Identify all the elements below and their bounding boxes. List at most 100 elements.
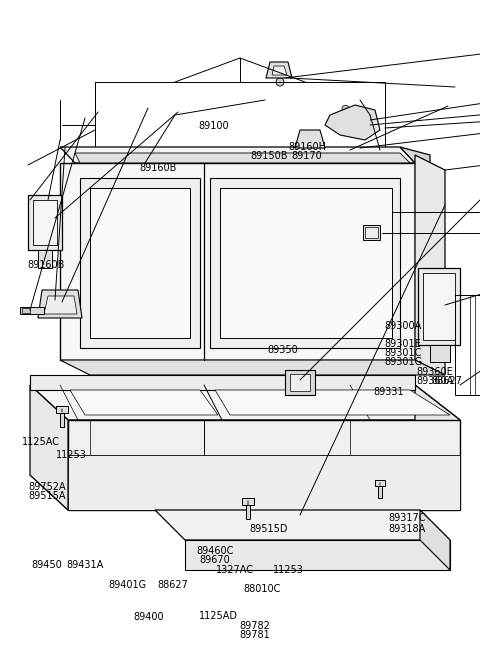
Polygon shape [38, 290, 82, 318]
Text: 89782: 89782 [239, 621, 270, 631]
Polygon shape [185, 540, 450, 570]
Polygon shape [70, 390, 218, 415]
Text: 88627: 88627 [431, 376, 462, 386]
Ellipse shape [360, 208, 380, 217]
Circle shape [436, 296, 444, 304]
Circle shape [174, 152, 182, 160]
Text: 89331: 89331 [373, 386, 404, 397]
Text: 89401G: 89401G [108, 580, 146, 590]
Polygon shape [418, 268, 460, 345]
Polygon shape [30, 375, 415, 390]
Polygon shape [375, 480, 385, 486]
Polygon shape [400, 147, 430, 175]
Polygon shape [44, 296, 77, 314]
Circle shape [41, 234, 49, 242]
Circle shape [364, 117, 372, 124]
Polygon shape [220, 188, 392, 338]
Polygon shape [20, 307, 44, 314]
Text: 89160H: 89160H [288, 141, 326, 152]
Polygon shape [90, 188, 190, 338]
Polygon shape [33, 200, 57, 245]
Polygon shape [30, 475, 460, 510]
Circle shape [91, 152, 99, 160]
Polygon shape [210, 178, 400, 348]
Circle shape [41, 206, 49, 214]
Polygon shape [80, 178, 200, 348]
Text: 89160B: 89160B [27, 260, 64, 271]
Circle shape [376, 152, 384, 160]
Text: 89318A: 89318A [389, 524, 426, 534]
Text: 89781: 89781 [239, 630, 270, 641]
Circle shape [436, 314, 444, 322]
Polygon shape [430, 345, 450, 362]
Text: 89400: 89400 [133, 612, 164, 622]
Circle shape [226, 152, 234, 160]
Text: 89170: 89170 [292, 151, 323, 161]
Polygon shape [363, 225, 380, 240]
Circle shape [436, 326, 444, 334]
Polygon shape [285, 370, 315, 395]
Text: 89450: 89450 [32, 559, 62, 570]
Polygon shape [290, 374, 310, 391]
Polygon shape [266, 62, 292, 78]
Text: 1327AC: 1327AC [216, 565, 254, 575]
Circle shape [342, 105, 349, 112]
Text: 1125AC: 1125AC [22, 437, 60, 447]
Text: 89301G: 89301G [384, 357, 422, 367]
Text: 89752A: 89752A [29, 481, 66, 492]
Text: 89515A: 89515A [29, 491, 66, 501]
Polygon shape [30, 385, 460, 420]
Polygon shape [246, 505, 250, 519]
Circle shape [276, 78, 284, 86]
Polygon shape [272, 66, 287, 75]
Text: 11253: 11253 [56, 449, 86, 460]
Circle shape [316, 152, 324, 160]
Text: 89515D: 89515D [250, 524, 288, 534]
Polygon shape [56, 406, 68, 413]
Polygon shape [365, 227, 378, 238]
Circle shape [141, 152, 149, 160]
Polygon shape [38, 250, 52, 268]
Text: 89301E: 89301E [384, 339, 421, 349]
Text: 89360E: 89360E [417, 367, 454, 377]
Polygon shape [415, 385, 460, 510]
Circle shape [344, 112, 360, 128]
Text: 89160B: 89160B [140, 163, 177, 174]
Polygon shape [22, 308, 30, 313]
Circle shape [55, 297, 65, 307]
Polygon shape [423, 273, 455, 340]
Text: 88010C: 88010C [243, 584, 280, 595]
Polygon shape [378, 486, 382, 498]
Polygon shape [420, 510, 450, 570]
Text: 11253: 11253 [273, 565, 303, 575]
Text: 89431A: 89431A [67, 559, 104, 570]
Text: 89150B: 89150B [250, 151, 288, 161]
Polygon shape [60, 163, 415, 360]
Polygon shape [68, 455, 460, 510]
Polygon shape [60, 147, 415, 163]
Text: 89360A: 89360A [417, 376, 454, 386]
Text: 88627: 88627 [157, 580, 188, 590]
Polygon shape [415, 155, 445, 375]
Polygon shape [295, 130, 325, 148]
Polygon shape [215, 390, 450, 415]
Circle shape [41, 221, 49, 229]
Circle shape [341, 128, 348, 136]
Text: 1125AD: 1125AD [199, 610, 238, 621]
Text: 89100: 89100 [198, 121, 229, 131]
Polygon shape [28, 195, 62, 250]
Polygon shape [60, 413, 64, 427]
Text: 89317C: 89317C [389, 513, 426, 523]
Polygon shape [68, 420, 460, 510]
Circle shape [436, 281, 444, 289]
Polygon shape [75, 153, 410, 163]
Polygon shape [60, 360, 445, 375]
Text: 89300A: 89300A [384, 321, 422, 331]
Polygon shape [30, 385, 68, 510]
Text: 89670: 89670 [200, 555, 230, 565]
Text: 89350: 89350 [268, 345, 299, 356]
Text: 89301C: 89301C [384, 348, 421, 358]
Polygon shape [242, 498, 254, 505]
Polygon shape [325, 105, 380, 140]
Text: 89460C: 89460C [196, 546, 234, 556]
